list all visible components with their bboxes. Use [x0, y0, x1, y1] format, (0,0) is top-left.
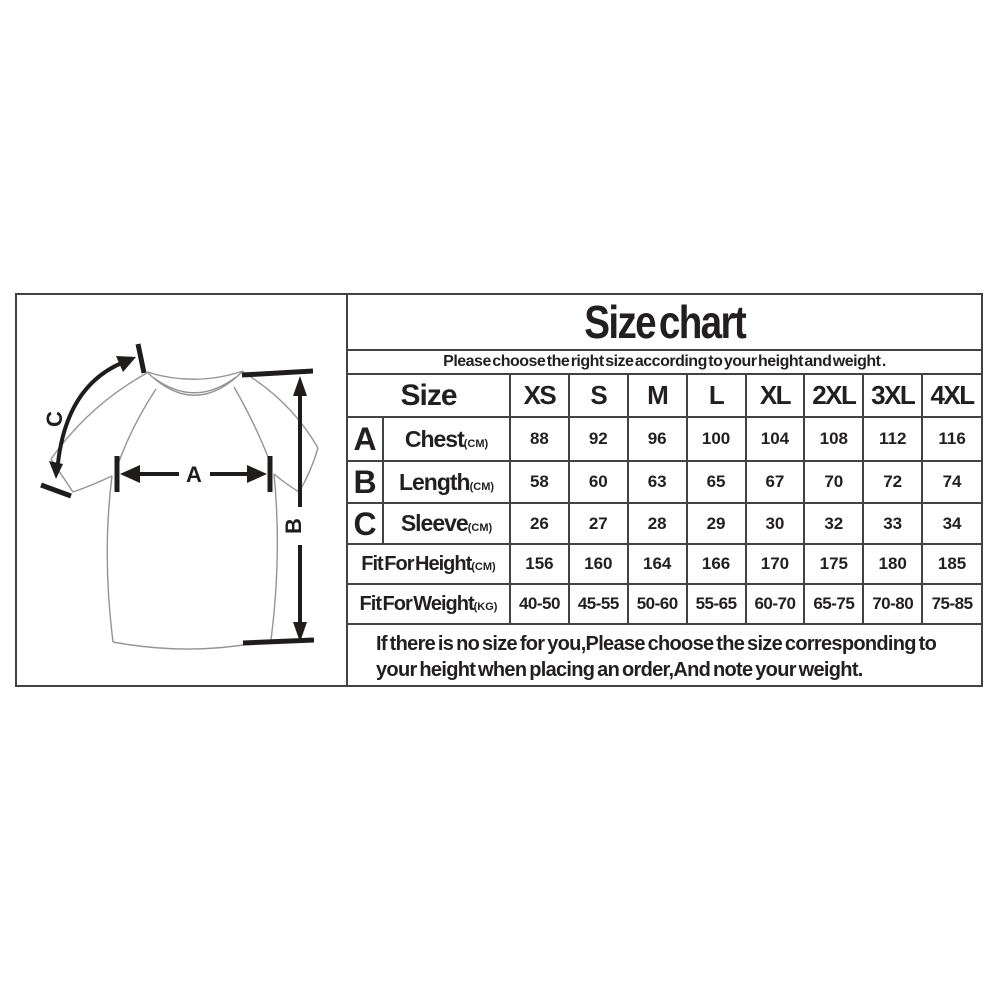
unit-label: (CM) [469, 480, 495, 493]
page-title: Size chart [584, 296, 746, 348]
value-cell: 74 [921, 460, 982, 504]
value-cell: 55-65 [685, 583, 747, 624]
size-header: 2XL [803, 374, 865, 418]
value-cell: 96 [626, 416, 688, 462]
title-row: Size chart [348, 295, 981, 351]
note-line-1: If there is no size for you,Please choos… [376, 633, 937, 655]
value-cell: 50-60 [626, 583, 688, 624]
value-cell: 116 [921, 416, 982, 462]
value-cell: 92 [567, 416, 629, 462]
value-cell: 33 [862, 502, 924, 545]
size-header-row: Size XS S M L XL 2XL 3XL 4XL [347, 374, 982, 418]
row-label: Fit For Height(CM) [347, 543, 511, 585]
size-header: L [685, 374, 747, 418]
value-cell: 58 [509, 460, 570, 504]
size-header: 4XL [921, 374, 982, 418]
size-header: XS [509, 374, 570, 418]
unit-label: (CM) [471, 560, 496, 573]
value-cell: 30 [744, 502, 806, 545]
size-chart-sheet: A B C Size chart P [15, 293, 983, 687]
value-cell: 72 [862, 460, 924, 504]
table-row-fit-height: Fit For Height(CM) 156 160 164 166 170 1… [347, 543, 982, 585]
row-letter: A [347, 416, 384, 462]
note-line-2: your height when placing an order,And no… [376, 659, 863, 681]
value-cell: 45-55 [567, 583, 629, 624]
value-cell: 156 [509, 543, 570, 585]
value-cell: 112 [862, 416, 924, 462]
value-cell: 63 [626, 460, 688, 504]
tshirt-outline [50, 370, 319, 650]
measure-a-arrow: A [114, 456, 273, 492]
value-cell: 170 [744, 543, 806, 585]
size-header: M [626, 374, 688, 418]
table-row-length: B Length(CM) 58 60 63 65 67 70 72 74 [347, 460, 982, 504]
value-cell: 70-80 [862, 583, 924, 624]
value-cell: 67 [744, 460, 806, 504]
value-cell: 65-75 [803, 583, 865, 624]
table-row-chest: A Chest(CM) 88 92 96 100 104 108 112 116 [347, 416, 982, 462]
value-cell: 104 [744, 416, 806, 462]
measure-b-arrow: B [241, 368, 315, 646]
tshirt-diagram-svg: A B C [40, 343, 319, 650]
size-table-panel: Size chart Please choose the right size … [347, 293, 983, 687]
measure-b-label: B [281, 518, 306, 534]
table-row-fit-weight: Fit For Weight(KG) 40-50 45-55 50-60 55-… [347, 583, 982, 624]
row-label: Length(CM) [382, 460, 511, 504]
value-cell: 175 [803, 543, 865, 585]
row-letter: C [347, 502, 384, 545]
unit-label: (CM) [463, 437, 489, 450]
value-cell: 40-50 [509, 583, 570, 624]
value-cell: 60 [567, 460, 629, 504]
size-table: Size XS S M L XL 2XL 3XL 4XL A Chest(CM)… [347, 374, 982, 624]
size-header: S [567, 374, 629, 418]
value-cell: 32 [803, 502, 865, 545]
value-cell: 29 [685, 502, 747, 545]
footer-note: If there is no size for you,Please choos… [348, 623, 981, 685]
value-cell: 88 [509, 416, 570, 462]
value-cell: 60-70 [744, 583, 806, 624]
row-label: Sleeve(CM) [382, 502, 511, 545]
size-column-header: Size [347, 374, 511, 418]
table-row-sleeve: C Sleeve(CM) 26 27 28 29 30 32 33 34 [347, 502, 982, 545]
measure-c-label: C [42, 411, 67, 427]
value-cell: 26 [509, 502, 570, 545]
value-cell: 160 [567, 543, 629, 585]
value-cell: 164 [626, 543, 688, 585]
unit-label: (CM) [467, 522, 493, 534]
tshirt-diagram: A B C [15, 293, 348, 687]
value-cell: 70 [803, 460, 865, 504]
value-cell: 108 [803, 416, 865, 462]
value-cell: 28 [626, 502, 688, 545]
value-cell: 166 [685, 543, 747, 585]
value-cell: 100 [685, 416, 747, 462]
value-cell: 27 [567, 502, 629, 545]
measure-c-arrow: C [40, 343, 147, 499]
size-header: XL [744, 374, 806, 418]
value-cell: 180 [862, 543, 924, 585]
value-cell: 65 [685, 460, 747, 504]
measure-a-label: A [186, 462, 202, 487]
value-cell: 75-85 [921, 583, 982, 624]
row-label: Chest(CM) [382, 416, 511, 462]
size-note: Please choose the right size according t… [348, 351, 981, 375]
size-header: 3XL [862, 374, 924, 418]
unit-label: (KG) [473, 600, 498, 613]
value-cell: 34 [921, 502, 982, 545]
value-cell: 185 [921, 543, 982, 585]
row-label: Fit For Weight(KG) [347, 583, 511, 624]
row-letter: B [347, 460, 384, 504]
